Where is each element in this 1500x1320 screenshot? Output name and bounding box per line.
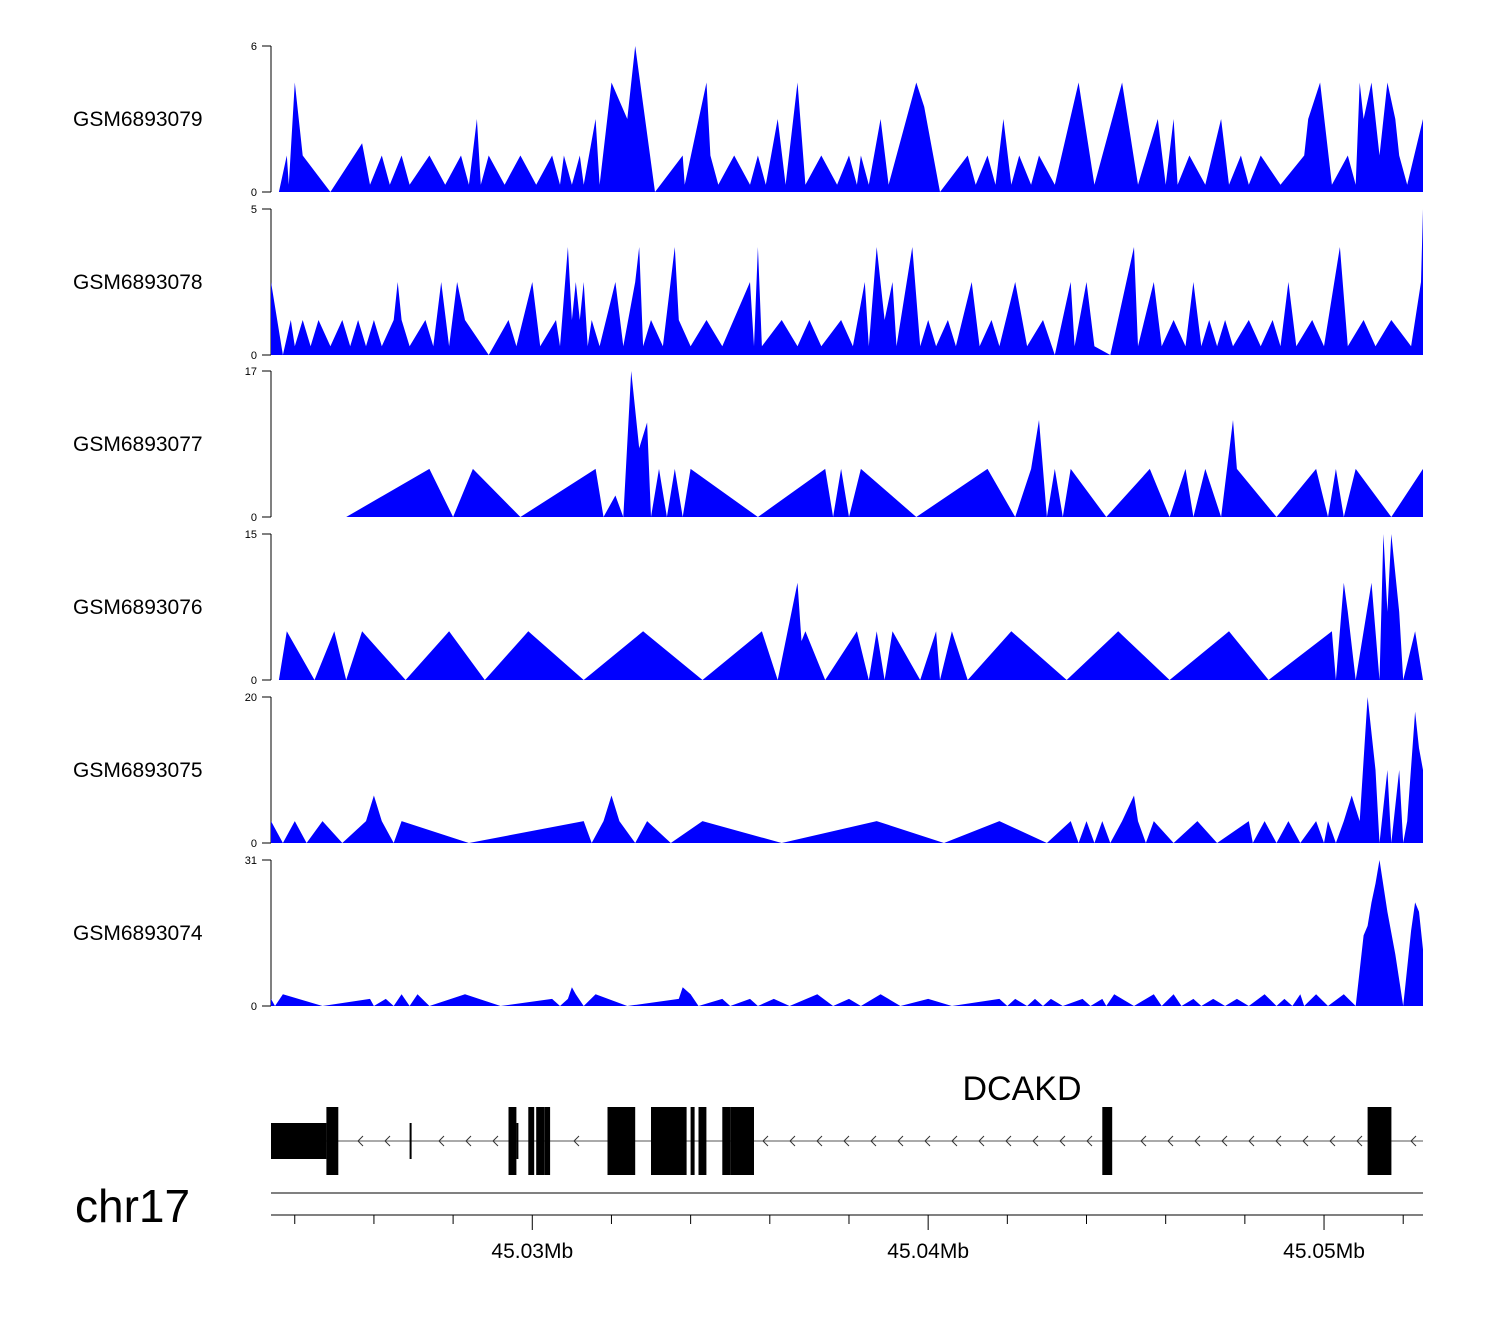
y-tick-label-min: 0 — [251, 1001, 257, 1013]
strand-chevron — [357, 1135, 364, 1147]
gene-exon — [516, 1123, 519, 1159]
gene-exon — [409, 1123, 412, 1159]
strand-chevron — [924, 1135, 931, 1147]
axis-tick-label: 45.04Mb — [887, 1240, 969, 1263]
gene-exon — [690, 1107, 695, 1175]
strand-chevron — [1329, 1135, 1336, 1147]
gene-model-track: DCAKD — [271, 1070, 1423, 1175]
y-tick-label-min: 0 — [251, 838, 257, 850]
gene-exon — [528, 1107, 535, 1175]
strand-chevron — [1221, 1135, 1228, 1147]
strand-chevron — [1275, 1135, 1282, 1147]
coverage-area — [271, 209, 1423, 355]
gene-exon — [1102, 1107, 1113, 1175]
y-tick-label-min: 0 — [251, 187, 257, 199]
gene-exon — [508, 1107, 517, 1175]
track-label: GSM6893074 — [73, 922, 203, 945]
coverage-track: GSM6893079 6 0 — [73, 41, 1423, 199]
y-tick-label-max: 31 — [245, 855, 257, 867]
axis-tick-label: 45.05Mb — [1283, 1240, 1365, 1263]
gene-exon — [1367, 1107, 1392, 1175]
y-tick-label-max: 6 — [251, 41, 257, 53]
track-label: GSM6893079 — [73, 108, 203, 131]
strand-chevron — [573, 1135, 580, 1147]
coverage-track: GSM6893076 15 0 — [73, 529, 1423, 687]
coverage-track: GSM6893078 5 0 — [73, 204, 1423, 362]
coverage-track: GSM6893074 31 0 — [73, 855, 1423, 1013]
coverage-track: GSM6893077 17 0 — [73, 366, 1424, 524]
strand-chevron — [1032, 1135, 1039, 1147]
strand-chevron — [1302, 1135, 1309, 1147]
y-tick-label-max: 17 — [245, 366, 257, 378]
strand-chevron — [978, 1135, 985, 1147]
y-tick-label-max: 20 — [245, 692, 257, 704]
strand-chevron — [843, 1135, 850, 1147]
strand-chevron — [897, 1135, 904, 1147]
strand-chevron — [1005, 1135, 1012, 1147]
strand-chevron — [951, 1135, 958, 1147]
track-label: GSM6893077 — [73, 433, 203, 456]
strand-chevron — [789, 1135, 796, 1147]
chromosome-label: chr17 — [75, 1180, 190, 1232]
coverage-tracks: GSM689307960GSM689307850GSM6893077170GSM… — [73, 41, 1424, 1013]
coverage-area — [346, 371, 1424, 517]
gene-exon — [651, 1107, 687, 1175]
gene-exon — [326, 1107, 339, 1175]
strand-chevron — [762, 1135, 769, 1147]
genome-axis: chr17 45.03Mb 45.04Mb 45.05Mb — [75, 1180, 1423, 1263]
gene-exon — [607, 1107, 636, 1175]
gene-exon — [698, 1107, 707, 1175]
y-tick-label-max: 5 — [251, 204, 257, 216]
strand-chevron — [384, 1135, 391, 1147]
strand-chevron — [1086, 1135, 1093, 1147]
gene-exon — [722, 1107, 731, 1175]
strand-chevron — [1356, 1135, 1363, 1147]
gene-name-label: DCAKD — [962, 1070, 1081, 1108]
coverage-track: GSM6893075 20 0 — [73, 692, 1423, 850]
y-tick-label-max: 15 — [245, 529, 257, 541]
strand-chevron — [816, 1135, 823, 1147]
coverage-area — [278, 534, 1423, 680]
strand-chevron — [1167, 1135, 1174, 1147]
coverage-area — [271, 860, 1423, 1006]
strand-chevron — [492, 1135, 499, 1147]
coverage-area — [271, 697, 1423, 843]
y-tick-label-min: 0 — [251, 350, 257, 362]
gene-exon — [536, 1107, 545, 1175]
strand-chevron — [465, 1135, 472, 1147]
y-tick-label-min: 0 — [251, 512, 257, 524]
strand-chevron — [438, 1135, 445, 1147]
gene-exon — [730, 1107, 754, 1175]
strand-chevron — [1059, 1135, 1066, 1147]
strand-chevron — [1140, 1135, 1147, 1147]
gene-exon — [544, 1107, 551, 1175]
track-label: GSM6893078 — [73, 271, 203, 294]
strand-chevron — [1410, 1135, 1417, 1147]
track-label: GSM6893076 — [73, 596, 203, 619]
y-tick-label-min: 0 — [251, 675, 257, 687]
track-label: GSM6893075 — [73, 759, 203, 782]
axis-tick-label: 45.03Mb — [491, 1240, 573, 1263]
gene-exon — [271, 1123, 327, 1159]
coverage-area — [278, 46, 1423, 192]
strand-chevron — [1248, 1135, 1255, 1147]
strand-chevron — [870, 1135, 877, 1147]
strand-chevron — [1194, 1135, 1201, 1147]
